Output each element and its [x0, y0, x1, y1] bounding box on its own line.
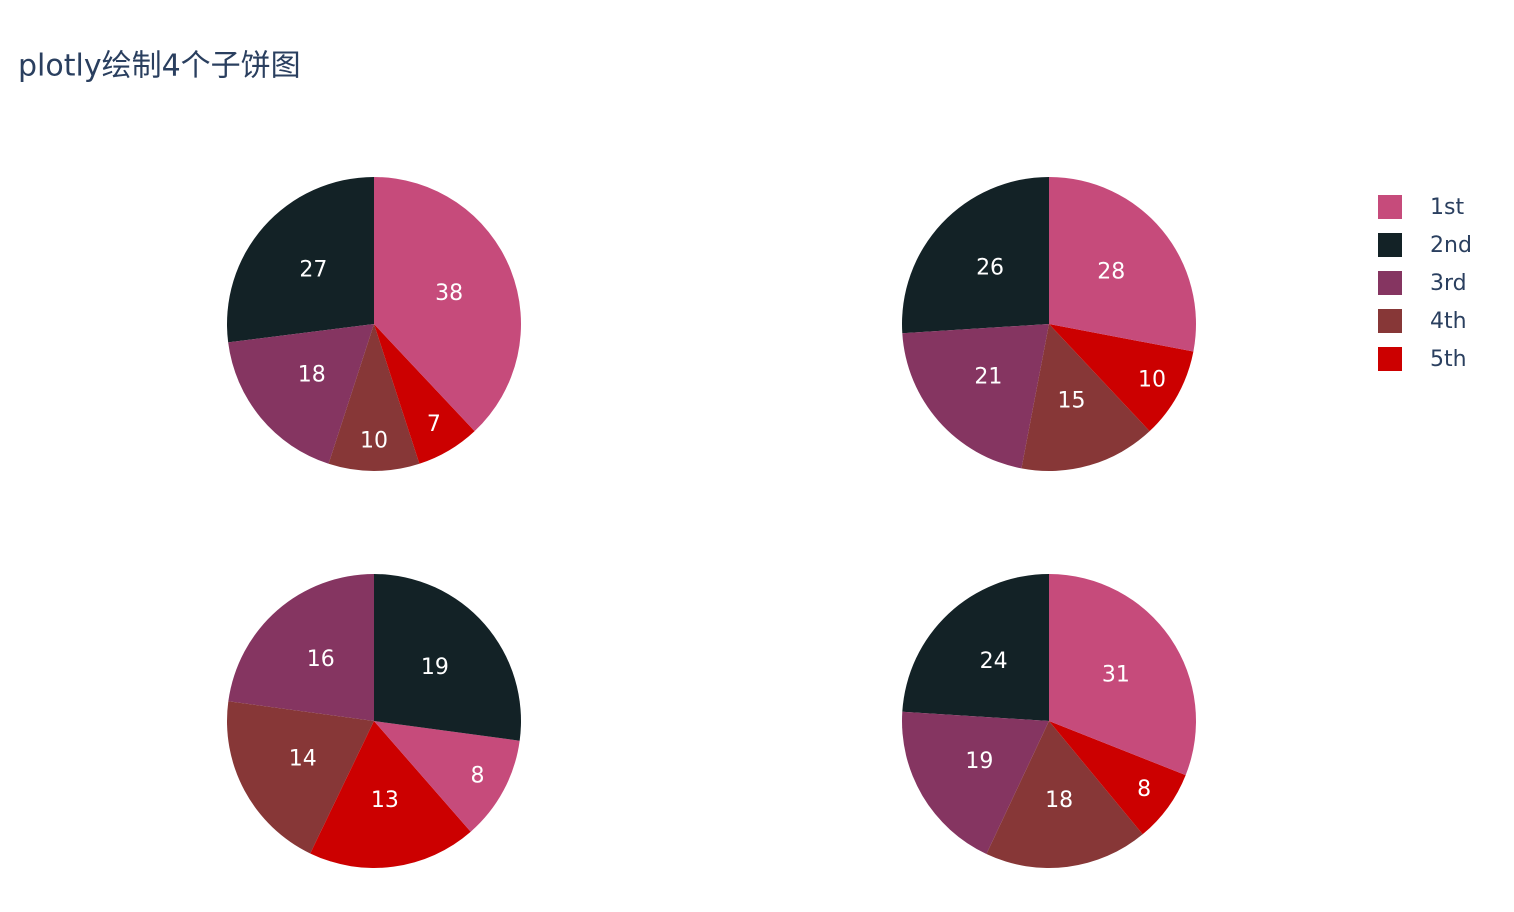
chart-title: plotly绘制4个子饼图 — [18, 49, 301, 84]
slice-label: 27 — [299, 258, 327, 283]
pie-slice — [1049, 324, 1194, 432]
slice-label: 26 — [976, 256, 1004, 281]
slice-label: 38 — [435, 281, 463, 306]
pie-slice — [902, 324, 1049, 469]
slice-label: 21 — [974, 364, 1002, 389]
legend-swatch — [1378, 195, 1402, 219]
slice-label: 13 — [371, 788, 399, 813]
legend-label: 2nd — [1430, 233, 1472, 258]
pie-slice — [1021, 324, 1150, 471]
slice-label: 16 — [307, 647, 335, 672]
slice-label: 18 — [298, 363, 326, 388]
slice-label: 15 — [1058, 389, 1086, 414]
pie-slice — [228, 324, 374, 464]
legend-swatch — [1378, 233, 1402, 257]
slice-label: 8 — [1137, 777, 1151, 802]
legend-swatch — [1378, 347, 1402, 371]
pie-slice — [226, 177, 374, 343]
slice-label: 14 — [289, 746, 317, 771]
pie-slice — [902, 711, 1049, 855]
pie-slice — [902, 574, 1049, 721]
slice-label: 10 — [1138, 368, 1166, 393]
pie-slice — [986, 721, 1143, 868]
pie-slice — [226, 701, 374, 854]
pie-slice — [1049, 177, 1196, 352]
pie-slice — [374, 177, 521, 432]
slice-label: 19 — [965, 749, 993, 774]
pie-slice — [374, 721, 520, 832]
pie-slice — [1049, 721, 1186, 835]
legend-swatch — [1378, 271, 1402, 295]
legend-label: 1st — [1430, 195, 1464, 220]
slice-label: 10 — [360, 429, 388, 454]
pie-slice — [228, 574, 374, 721]
slice-label: 24 — [980, 649, 1008, 674]
pie-slice — [1049, 574, 1196, 776]
pie-slice — [902, 177, 1049, 334]
slice-label: 7 — [427, 412, 441, 437]
pie-slice — [374, 324, 475, 464]
slice-label: 31 — [1102, 663, 1130, 688]
legend-label: 3rd — [1430, 271, 1467, 296]
pie-slice — [310, 721, 471, 868]
pie-slice — [374, 574, 521, 741]
legend-swatch — [1378, 309, 1402, 333]
slice-label: 28 — [1097, 259, 1125, 284]
pie-slice — [328, 324, 420, 471]
slice-label: 8 — [471, 764, 485, 789]
legend-label: 5th — [1430, 347, 1467, 372]
slice-label: 18 — [1045, 788, 1073, 813]
slice-label: 19 — [421, 655, 449, 680]
legend-label: 4th — [1430, 309, 1467, 334]
